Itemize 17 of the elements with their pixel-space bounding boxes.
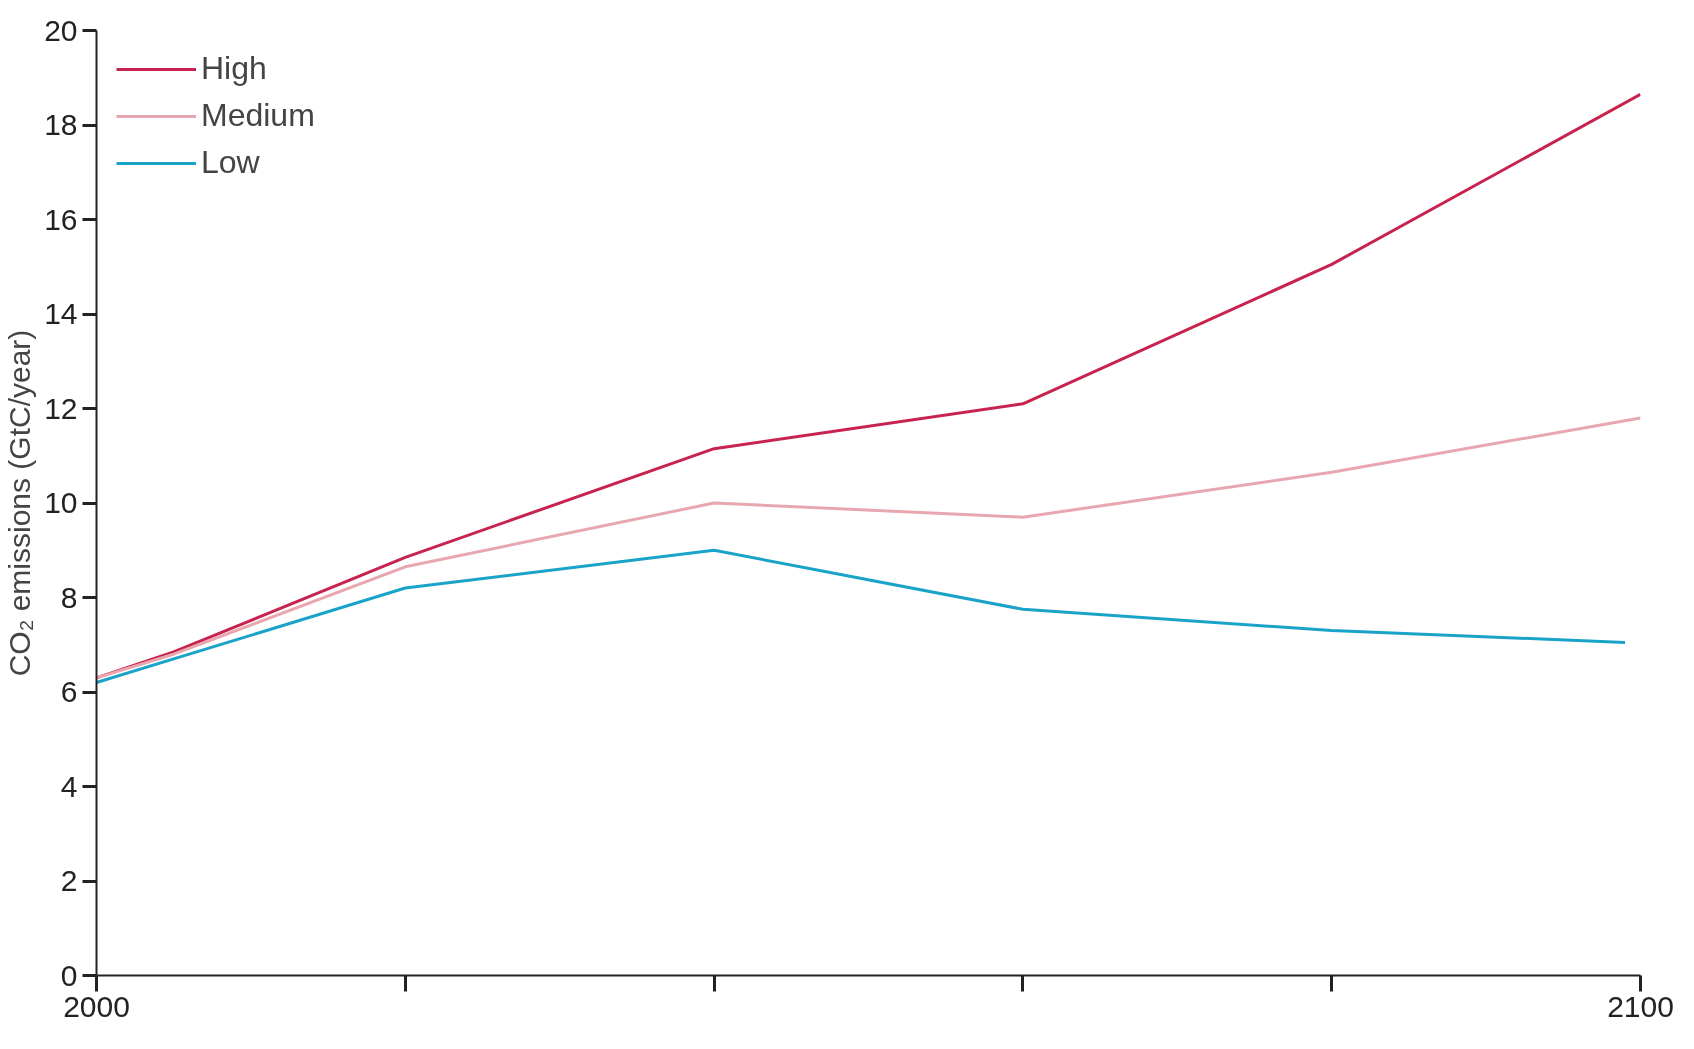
y-tick-label: 6 [60,675,78,708]
legend-label: Low [201,144,260,181]
y-tick-label: 16 [44,202,78,236]
y-tick-label: 18 [44,108,78,141]
y-tick-label: 20 [44,13,78,47]
legend-label: Medium [201,97,315,134]
x-tick-label: 2100 [1607,989,1674,1023]
y-tick-label: 0 [60,958,78,992]
y-tick-label: 8 [60,580,78,614]
y-tick-label: 4 [60,769,78,803]
y-tick-label: 12 [44,391,78,425]
y-tick-label: 2 [60,864,78,897]
legend-label: High [201,50,267,87]
y-axis-title: CO₂ emissions (GtC/year) [3,329,37,677]
y-tick-label: 10 [44,486,78,519]
x-tick-label: 2000 [63,989,130,1023]
y-tick-label: 14 [44,297,78,330]
